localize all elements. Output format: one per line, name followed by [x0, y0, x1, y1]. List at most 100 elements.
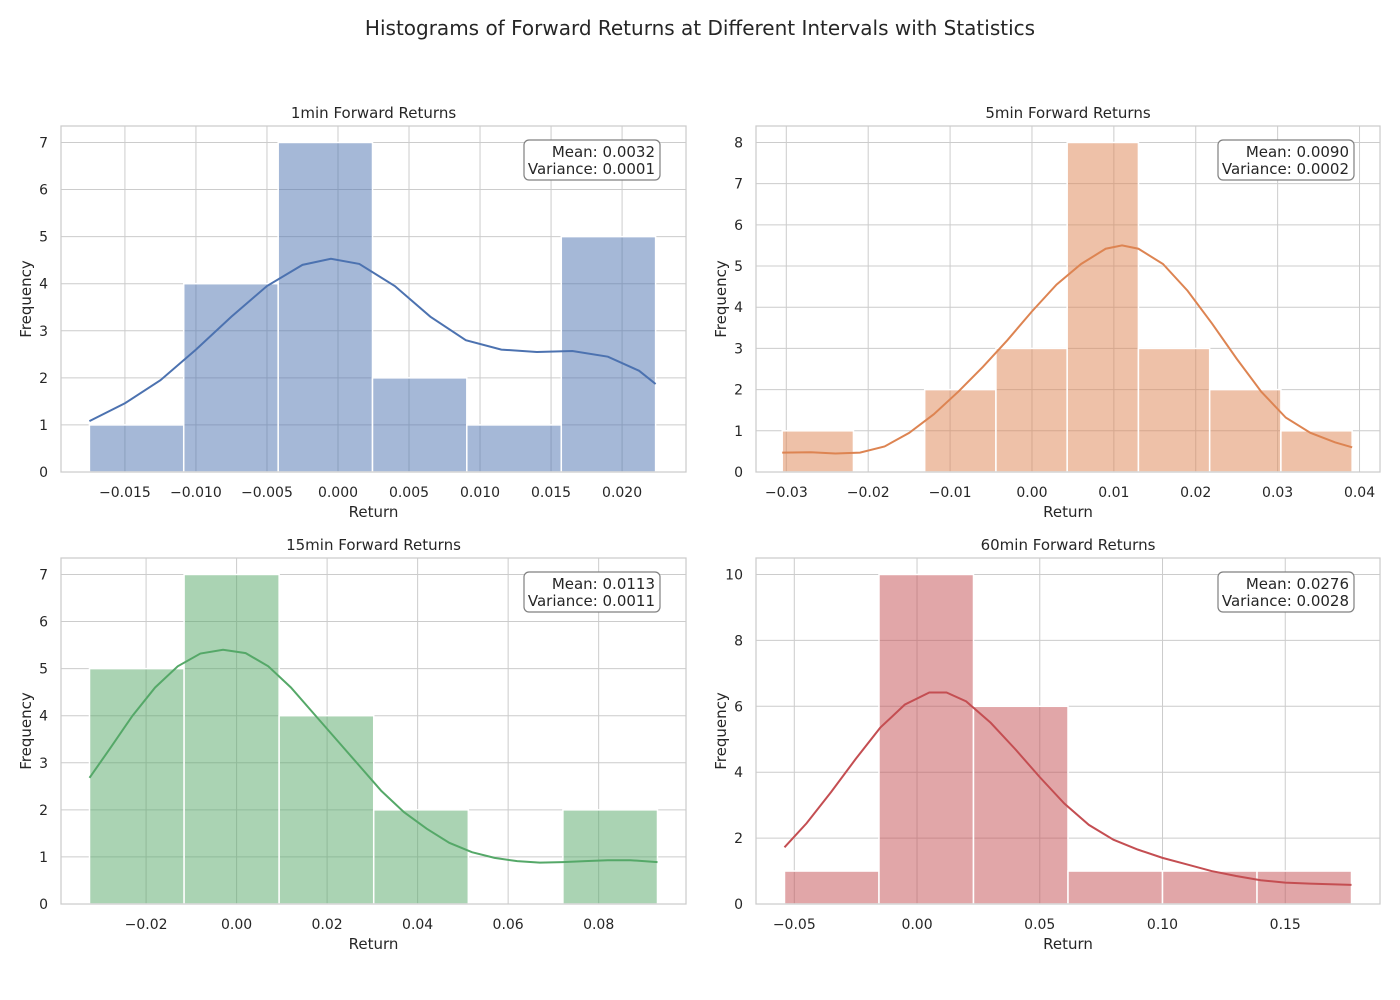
x-tick-label: −0.02	[125, 917, 168, 933]
histogram-bar	[183, 573, 280, 905]
y-tick-label: 4	[39, 709, 48, 725]
x-tick-label: 0.005	[389, 485, 429, 501]
subplot-title: 1min Forward Returns	[291, 104, 456, 122]
axes-frame	[60, 557, 687, 905]
axes-frame	[755, 557, 1381, 905]
stats-variance: Variance: 0.0002	[1222, 160, 1349, 178]
x-axis-label: Return	[349, 935, 399, 953]
y-tick-label: 6	[39, 183, 48, 199]
x-tick-label: 0.000	[318, 485, 358, 501]
kde-curve	[88, 648, 658, 864]
y-axis-label: Frequency	[17, 692, 35, 770]
histogram-bar	[182, 282, 279, 473]
y-axis-label: Frequency	[712, 692, 730, 770]
y-tick-label: 0	[734, 897, 743, 913]
x-tick-label: −0.03	[765, 485, 808, 501]
y-tick-label: 3	[39, 324, 48, 340]
x-tick-label: 0.15	[1270, 917, 1301, 933]
axes-frame	[755, 125, 1381, 473]
histogram-bar	[1256, 870, 1353, 905]
x-tick-label: 0.06	[493, 917, 524, 933]
y-tick-label: 7	[734, 177, 743, 193]
kde-curve	[88, 257, 657, 423]
stats-box-frame	[1217, 139, 1355, 181]
histogram-bar	[1280, 430, 1353, 473]
y-tick-label: 0	[39, 465, 48, 481]
y-axis-label: Frequency	[17, 260, 35, 338]
subplot-3: −0.02 0.00 0.02 0.04 0.06 0.08 0 1 2 3 4 5 6 7 15min F…	[17, 536, 687, 953]
y-tick-label: 2	[734, 831, 743, 847]
subplot-title: 5min Forward Returns	[985, 104, 1150, 122]
histogram-bars	[88, 141, 657, 473]
y-tick-label: 5	[39, 230, 48, 246]
axes-frame	[60, 125, 687, 473]
x-tick-label: 0.00	[221, 917, 252, 933]
x-tick-label: 0.015	[531, 485, 571, 501]
x-tick-label: 0.020	[602, 485, 642, 501]
x-tick-label: 0.02	[1180, 485, 1211, 501]
x-tick-label: 0.04	[1344, 485, 1375, 501]
x-tick-label: −0.005	[241, 485, 293, 501]
x-tick-label: 0.00	[1016, 485, 1047, 501]
x-tick-label: 0.01	[1098, 485, 1129, 501]
y-tick-label: 6	[39, 615, 48, 631]
y-tick-label: 7	[39, 135, 48, 151]
histogram-bar	[1067, 870, 1164, 905]
x-tick-label: 0.08	[583, 917, 614, 933]
stats-box-frame	[1217, 571, 1355, 613]
y-tick-label: 7	[39, 567, 48, 583]
stats-mean: Mean: 0.0032	[552, 143, 655, 161]
histogram-bar	[371, 377, 468, 473]
figure-title: Histograms of Forward Returns at Differe…	[365, 16, 1035, 40]
subplot-title: 60min Forward Returns	[981, 536, 1156, 554]
x-tick-label: −0.015	[99, 485, 151, 501]
x-tick-label: 0.05	[1024, 917, 1055, 933]
kde-curve	[783, 691, 1352, 886]
subplot-4: −0.05 0.00 0.05 0.10 0.15 0 2 4 6 8 10 60min Forwar…	[712, 536, 1381, 953]
y-tick-label: 5	[39, 662, 48, 678]
x-tick-label: −0.01	[929, 485, 972, 501]
histogram-bars	[88, 573, 659, 905]
histogram-bar	[562, 809, 659, 905]
stats-mean: Mean: 0.0113	[552, 575, 655, 593]
y-tick-label: 5	[734, 259, 743, 275]
y-tick-label: 1	[734, 424, 743, 440]
histogram-bar	[560, 235, 657, 473]
y-tick-label: 4	[734, 765, 743, 781]
x-tick-label: 0.02	[312, 917, 343, 933]
y-tick-label: 3	[39, 756, 48, 772]
kde-curve	[782, 244, 1353, 455]
x-axis-label: Return	[1043, 503, 1093, 521]
subplot-1: −0.015 −0.010 −0.005 0.000 0.005 0.010 0.015 0.…	[17, 104, 687, 521]
histogram-bar	[278, 714, 375, 905]
stats-box-frame	[523, 571, 661, 613]
subplot-grid: −0.015 −0.010 −0.005 0.000 0.005 0.010 0.015 0.…	[17, 104, 1381, 953]
x-axis-label: Return	[1043, 935, 1093, 953]
histogram-bar	[1137, 347, 1211, 473]
y-tick-label: 3	[734, 341, 743, 357]
stats-variance: Variance: 0.0001	[528, 160, 655, 178]
x-tick-label: −0.010	[170, 485, 222, 501]
y-tick-label: 2	[734, 383, 743, 399]
x-tick-label: 0.00	[901, 917, 932, 933]
y-tick-label: 4	[39, 277, 48, 293]
y-axis-label: Frequency	[712, 260, 730, 338]
y-tick-label: 0	[39, 897, 48, 913]
histogram-bar	[1066, 141, 1140, 473]
y-tick-label: 6	[734, 699, 743, 715]
histogram-bar	[995, 347, 1068, 473]
y-tick-label: 2	[39, 803, 48, 819]
x-tick-label: 0.10	[1147, 917, 1178, 933]
stats-box-frame	[523, 139, 661, 181]
y-tick-label: 4	[734, 300, 743, 316]
subplot-2: −0.03 −0.02 −0.01 0.00 0.01 0.02 0.03 0.04 0 1 2 3 4…	[712, 104, 1381, 521]
x-tick-label: −0.05	[773, 917, 816, 933]
y-tick-label: 1	[39, 850, 48, 866]
stats-mean: Mean: 0.0090	[1246, 143, 1349, 161]
x-tick-label: 0.010	[460, 485, 500, 501]
y-tick-label: 2	[39, 371, 48, 387]
histogram-bar	[1161, 870, 1258, 905]
histogram-bar	[878, 573, 975, 905]
